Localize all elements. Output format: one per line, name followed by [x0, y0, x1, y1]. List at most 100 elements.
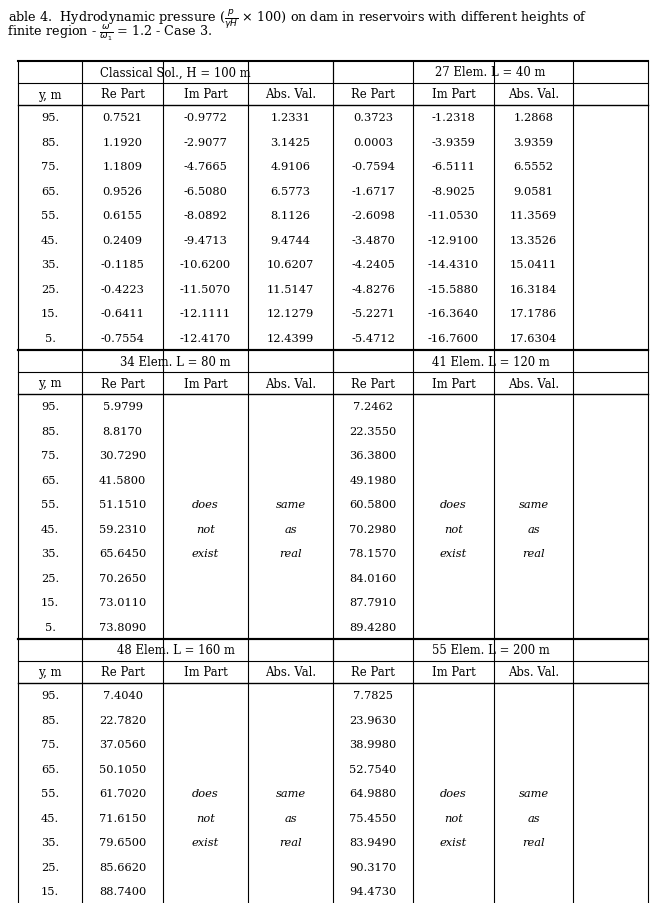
- Text: 64.9880: 64.9880: [349, 788, 396, 798]
- Text: 27 Elem. L = 40 m: 27 Elem. L = 40 m: [436, 67, 546, 79]
- Text: 22.7820: 22.7820: [99, 715, 146, 725]
- Text: 8.1126: 8.1126: [271, 211, 311, 221]
- Text: 11.3569: 11.3569: [510, 211, 557, 221]
- Text: 50.1050: 50.1050: [99, 764, 146, 774]
- Text: 75.4550: 75.4550: [349, 813, 396, 823]
- Text: real: real: [279, 837, 302, 847]
- Text: 6.5552: 6.5552: [513, 162, 553, 172]
- Text: 95.: 95.: [41, 691, 59, 701]
- Text: 87.7910: 87.7910: [349, 598, 396, 608]
- Text: 65.: 65.: [41, 187, 59, 197]
- Text: Im Part: Im Part: [184, 666, 227, 679]
- Text: 61.7020: 61.7020: [99, 788, 146, 798]
- Text: -12.4170: -12.4170: [180, 333, 231, 343]
- Text: -3.9359: -3.9359: [432, 137, 475, 147]
- Text: 12.4399: 12.4399: [267, 333, 314, 343]
- Text: 90.3170: 90.3170: [349, 861, 396, 871]
- Text: -10.6200: -10.6200: [180, 260, 231, 270]
- Text: 45.: 45.: [41, 524, 59, 535]
- Text: 3.9359: 3.9359: [513, 137, 553, 147]
- Text: -6.5111: -6.5111: [432, 162, 475, 172]
- Text: -9.4713: -9.4713: [184, 236, 227, 246]
- Text: 73.0110: 73.0110: [99, 598, 146, 608]
- Text: -4.7665: -4.7665: [184, 162, 227, 172]
- Text: -1.2318: -1.2318: [432, 113, 475, 123]
- Text: 12.1279: 12.1279: [267, 309, 314, 319]
- Text: 0.7521: 0.7521: [102, 113, 142, 123]
- Text: Im Part: Im Part: [184, 377, 227, 390]
- Text: Abs. Val.: Abs. Val.: [508, 88, 559, 101]
- Text: 5.9799: 5.9799: [102, 402, 142, 412]
- Text: 1.1809: 1.1809: [102, 162, 142, 172]
- Text: 94.4730: 94.4730: [349, 886, 396, 897]
- Text: Re Part: Re Part: [100, 377, 144, 390]
- Text: -2.9077: -2.9077: [184, 137, 227, 147]
- Text: -4.2405: -4.2405: [351, 260, 395, 270]
- Text: y, m: y, m: [39, 666, 62, 679]
- Text: Classical Sol., H = 100 m: Classical Sol., H = 100 m: [100, 67, 251, 79]
- Text: Abs. Val.: Abs. Val.: [508, 666, 559, 679]
- Text: 35.: 35.: [41, 260, 59, 270]
- Text: 3.1425: 3.1425: [271, 137, 311, 147]
- Text: 9.0581: 9.0581: [513, 187, 553, 197]
- Text: 15.: 15.: [41, 309, 59, 319]
- Text: Im Part: Im Part: [432, 377, 475, 390]
- Text: Im Part: Im Part: [432, 88, 475, 101]
- Text: 25.: 25.: [41, 284, 59, 294]
- Text: 7.4040: 7.4040: [102, 691, 142, 701]
- Text: same: same: [275, 788, 305, 798]
- Text: -0.4223: -0.4223: [100, 284, 144, 294]
- Text: -15.5880: -15.5880: [428, 284, 479, 294]
- Text: 75.: 75.: [41, 740, 59, 749]
- Text: -12.1111: -12.1111: [180, 309, 231, 319]
- Text: -0.6411: -0.6411: [100, 309, 144, 319]
- Text: -0.7594: -0.7594: [351, 162, 395, 172]
- Text: 8.8170: 8.8170: [102, 426, 142, 436]
- Text: 85.: 85.: [41, 715, 59, 725]
- Text: Abs. Val.: Abs. Val.: [265, 666, 316, 679]
- Text: does: does: [440, 788, 467, 798]
- Text: 6.5773: 6.5773: [271, 187, 311, 197]
- Text: 37.0560: 37.0560: [99, 740, 146, 749]
- Text: 52.7540: 52.7540: [349, 764, 396, 774]
- Text: 38.9980: 38.9980: [349, 740, 396, 749]
- Text: 45.: 45.: [41, 236, 59, 246]
- Text: -6.5080: -6.5080: [184, 187, 227, 197]
- Text: 71.6150: 71.6150: [99, 813, 146, 823]
- Text: does: does: [192, 499, 219, 509]
- Text: exist: exist: [440, 549, 467, 559]
- Text: 85.: 85.: [41, 426, 59, 436]
- Text: 10.6207: 10.6207: [267, 260, 314, 270]
- Text: 85.6620: 85.6620: [99, 861, 146, 871]
- Text: 0.2409: 0.2409: [102, 236, 142, 246]
- Text: 85.: 85.: [41, 137, 59, 147]
- Text: 11.5147: 11.5147: [267, 284, 314, 294]
- Text: 59.2310: 59.2310: [99, 524, 146, 535]
- Text: 89.4280: 89.4280: [349, 622, 396, 632]
- Text: y, m: y, m: [39, 377, 62, 390]
- Text: -11.5070: -11.5070: [180, 284, 231, 294]
- Text: -12.9100: -12.9100: [428, 236, 479, 246]
- Text: 7.7825: 7.7825: [353, 691, 393, 701]
- Text: -8.9025: -8.9025: [432, 187, 475, 197]
- Text: 79.6500: 79.6500: [99, 837, 146, 847]
- Text: 45.: 45.: [41, 813, 59, 823]
- Text: 17.6304: 17.6304: [510, 333, 557, 343]
- Text: real: real: [522, 549, 545, 559]
- Text: -5.4712: -5.4712: [351, 333, 395, 343]
- Text: 22.3550: 22.3550: [349, 426, 396, 436]
- Text: Re Part: Re Part: [351, 88, 395, 101]
- Text: y, m: y, m: [39, 88, 62, 101]
- Text: as: as: [284, 813, 297, 823]
- Text: as: as: [284, 524, 297, 535]
- Text: 84.0160: 84.0160: [349, 573, 396, 583]
- Text: 1.2331: 1.2331: [271, 113, 311, 123]
- Text: 41 Elem. L = 120 m: 41 Elem. L = 120 m: [432, 355, 549, 368]
- Text: 55.: 55.: [41, 499, 59, 509]
- Text: exist: exist: [192, 837, 219, 847]
- Text: 78.1570: 78.1570: [349, 549, 396, 559]
- Text: 55.: 55.: [41, 211, 59, 221]
- Text: as: as: [527, 524, 540, 535]
- Text: able 4.  Hydrodynamic pressure ($\frac{p}{\gamma H}$ $\times$ 100) on dam in res: able 4. Hydrodynamic pressure ($\frac{p}…: [8, 8, 587, 32]
- Text: 55 Elem. L = 200 m: 55 Elem. L = 200 m: [432, 644, 549, 656]
